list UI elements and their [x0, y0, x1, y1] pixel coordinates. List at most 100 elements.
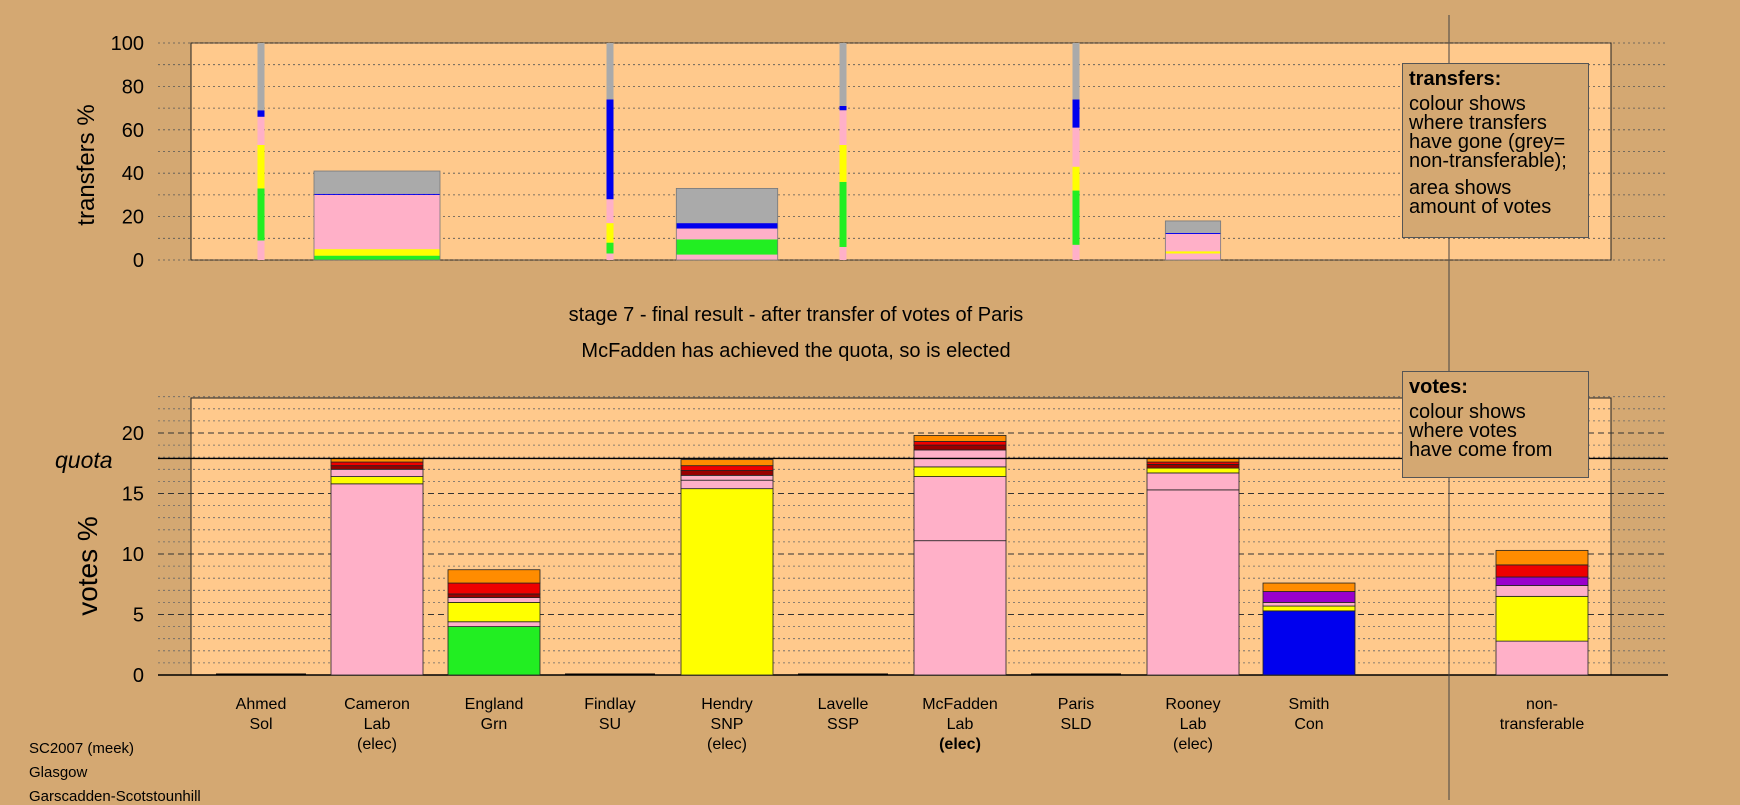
transfers-y-tick-label: 20 [122, 207, 144, 229]
candidate-label: SNP [711, 716, 744, 733]
legend-line: where transfers [1409, 112, 1547, 134]
vote-bar-segment [680, 474, 774, 481]
legend-line: have come from [1409, 439, 1553, 461]
transfer-bar-segment [606, 242, 614, 254]
vote-bar-segment [1495, 549, 1589, 566]
transfers-y-tick-label: 40 [122, 163, 144, 185]
vote-bar-segment [1495, 585, 1589, 597]
vote-bar-segment [1146, 467, 1240, 474]
candidate-label: Hendry [701, 696, 753, 713]
candidate-label: Cameron [344, 696, 410, 713]
legend-line: area shows [1409, 177, 1512, 199]
vote-bar-segment [447, 593, 541, 598]
transfers-chart: 0 20 40 60 80 100 [111, 33, 1668, 272]
transfers-y-tick-label: 80 [122, 76, 144, 98]
transfer-bar-segment [839, 144, 847, 182]
transfer-bar-segment [1072, 99, 1080, 128]
transfer-bar-segment [676, 188, 778, 224]
transfer-bar-segment [257, 240, 265, 260]
vote-bar-segment [680, 470, 774, 476]
vote-bar-segment [680, 459, 774, 467]
vote-bar-segment [680, 479, 774, 490]
transfer-bar-segment [1072, 127, 1080, 167]
vote-bar-segment [913, 441, 1007, 446]
transfer-bar-segment [1165, 251, 1221, 254]
transfers-legend-title: transfers: [1409, 68, 1502, 90]
transfer-bar-segment [314, 193, 440, 195]
caption-ward: Garscadden-Scotstounhill [29, 788, 201, 805]
vote-bar-segment [1262, 591, 1356, 603]
vote-bar-segment [330, 476, 424, 485]
transfer-bar-segment [1072, 244, 1080, 260]
votes-legend-title: votes: [1409, 376, 1468, 398]
candidate-label: Paris [1058, 696, 1094, 713]
transfer-bar-segment [676, 254, 778, 260]
transfer-bar-segment [257, 110, 265, 117]
candidate-label: Smith [1289, 696, 1330, 713]
vote-bar-segment [447, 569, 541, 584]
transfers-legend-para1: colour shows where transfers have gone (… [1409, 94, 1582, 172]
transfer-bar-segment [606, 43, 614, 100]
votes-y-tick-label: 5 [133, 605, 144, 627]
candidate-label: transferable [1500, 716, 1585, 733]
transfers-legend-para2: area shows amount of votes [1409, 177, 1582, 218]
transfers-y-tick-label: 100 [111, 33, 144, 55]
candidate-label: Lab [947, 716, 974, 733]
transfer-bar-segment [606, 223, 614, 243]
candidate-label: SLD [1060, 716, 1091, 733]
votes-y-tick-label: 0 [133, 665, 144, 687]
transfer-bar-segment [1072, 166, 1080, 191]
vote-bar-segment [1495, 640, 1589, 676]
transfer-bar-segment [257, 43, 265, 111]
transfer-bar-segment [1165, 232, 1221, 234]
legend-line: where votes [1409, 420, 1517, 442]
transfer-bar-segment [839, 181, 847, 247]
legend-line: non-transferable); [1409, 150, 1567, 172]
transfer-bar-segment [676, 239, 778, 255]
votes-y-tick-label: 20 [122, 423, 144, 445]
vote-bar-segment [680, 465, 774, 471]
vote-bar-segment [330, 461, 424, 467]
candidate-label: Rooney [1165, 696, 1220, 713]
caption-system: SC2007 (meek) [29, 740, 135, 757]
vote-bar-segment [913, 435, 1007, 442]
vote-bar-segment [1262, 602, 1356, 607]
vote-bar-segment [1262, 605, 1356, 612]
candidate-label: Lavelle [818, 696, 869, 713]
votes-legend: votes: colour shows where votes have com… [1402, 371, 1589, 478]
candidate-label: Lab [364, 716, 391, 733]
transfer-bar-segment [676, 228, 778, 240]
transfer-bar-segment [314, 255, 440, 260]
transfer-bar-segment [839, 105, 847, 111]
vote-bar-segment [913, 540, 1007, 676]
vote-bar-segment [1495, 564, 1589, 578]
transfer-bar-segment [1165, 220, 1221, 233]
vote-bar-segment [447, 621, 541, 628]
transfer-bar-outline [675, 187, 779, 261]
vote-bar-segment [913, 466, 1007, 477]
transfer-bar-outline [313, 170, 441, 261]
candidate-label: SU [599, 716, 621, 733]
candidate-label: Findlay [584, 696, 636, 713]
transfer-bar-segment [314, 171, 440, 194]
vote-bar-segment [447, 626, 541, 676]
candidate-label: Grn [481, 716, 508, 733]
candidate-label: Ahmed [236, 696, 287, 713]
vote-bar-segment [1146, 464, 1240, 469]
candidate-label: non- [1526, 696, 1558, 713]
transfer-bar-segment [1165, 233, 1221, 252]
legend-line: amount of votes [1409, 196, 1552, 218]
vote-bar-segment [447, 582, 541, 595]
candidate-label: McFadden [922, 696, 998, 713]
transfer-bar-segment [314, 194, 440, 250]
vote-bar-segment [1495, 595, 1589, 642]
vote-bar-segment [1262, 610, 1356, 676]
candidate-label: (elec) [357, 736, 397, 753]
transfers-y-tick-label: 0 [133, 250, 144, 272]
vote-bar-segment [1146, 489, 1240, 676]
votes-plot-area [190, 397, 1612, 676]
legend-line: have gone (grey= [1409, 131, 1566, 153]
stage-subtitle: McFadden has achieved the quota, so is e… [581, 340, 1010, 362]
transfers-y-tick-label: 60 [122, 120, 144, 142]
